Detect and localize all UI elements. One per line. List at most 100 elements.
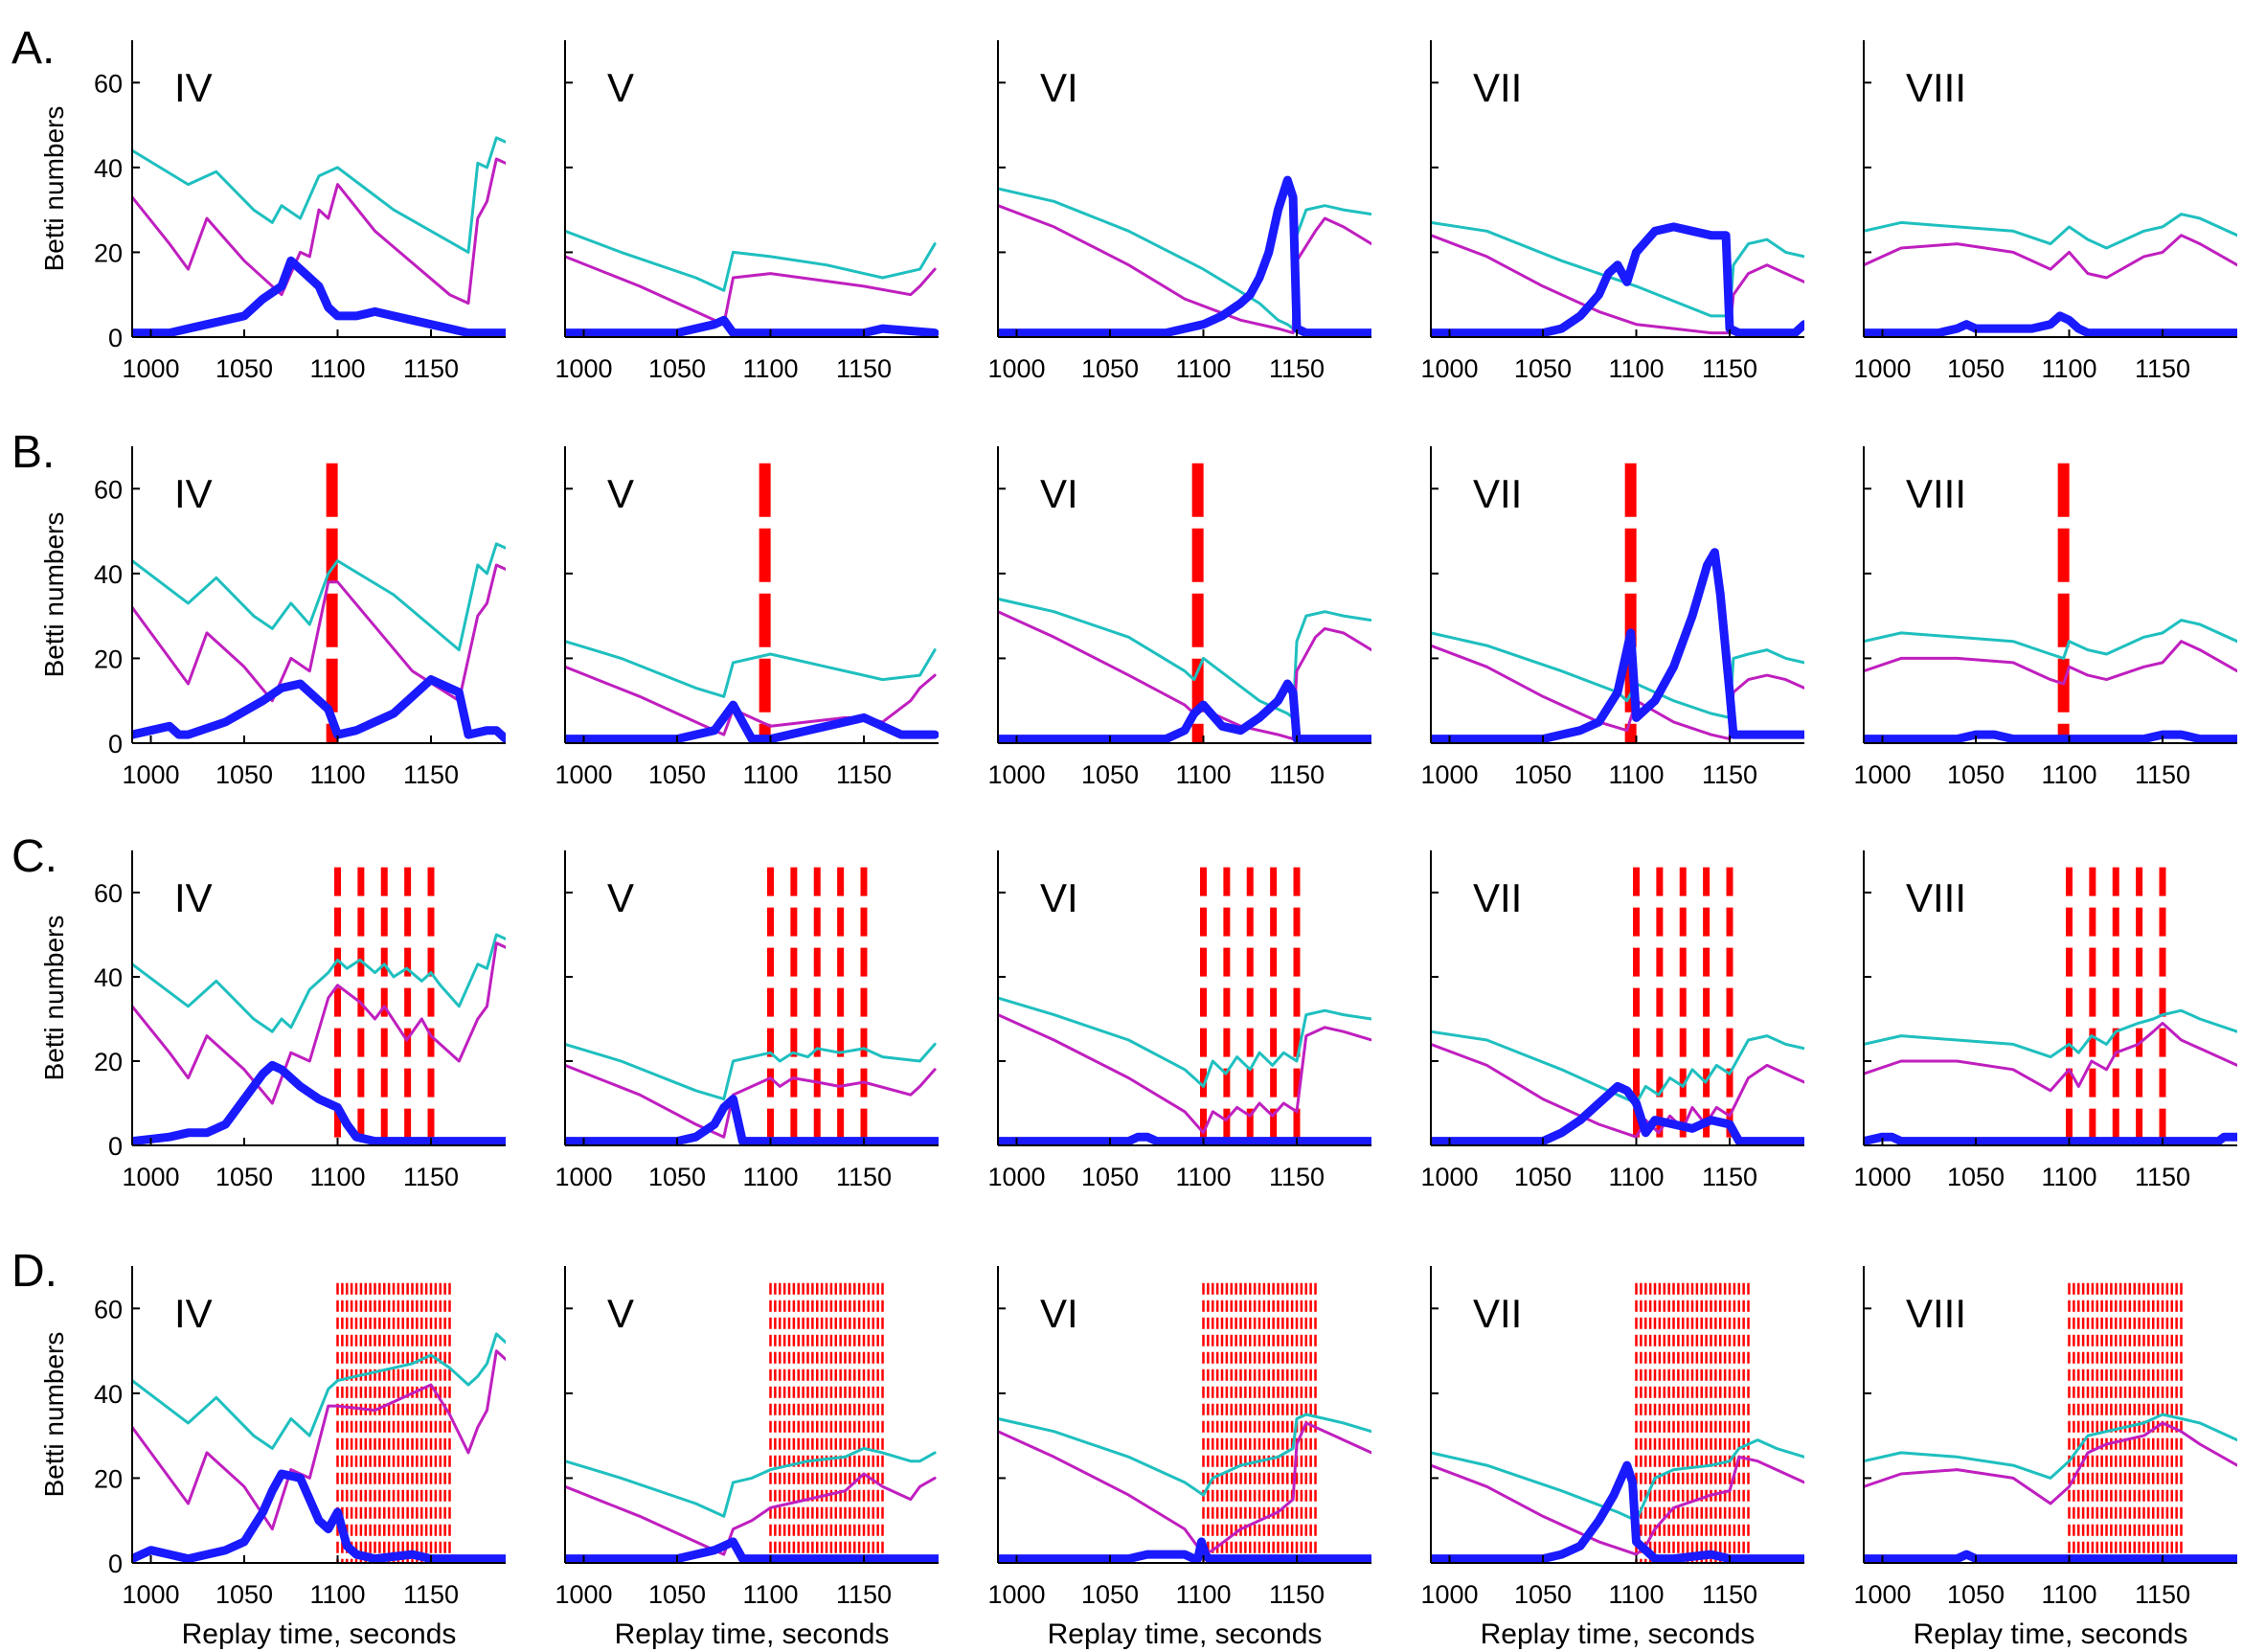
panel-label: V bbox=[607, 875, 634, 920]
series-blue-line bbox=[565, 1095, 939, 1146]
series-cyan-line bbox=[1431, 631, 1804, 719]
series-group bbox=[565, 1446, 939, 1564]
panel-d-iv: 1000 1050 1100 1150 0 20 40 60 IV Betti numbers Re… bbox=[39, 1266, 506, 1650]
row-label: D. bbox=[11, 1246, 57, 1297]
x-tick-label: 1000 bbox=[122, 1580, 179, 1609]
x-tick-label: 1050 bbox=[1514, 760, 1572, 789]
series-group bbox=[1431, 1030, 1804, 1146]
x-tick-label: 1050 bbox=[1514, 1580, 1572, 1609]
series-group bbox=[132, 933, 506, 1146]
x-tick-label: 1150 bbox=[2135, 1163, 2190, 1191]
series-cyan-line bbox=[1431, 1438, 1804, 1523]
y-tick-label: 0 bbox=[108, 324, 123, 352]
series-blue-line bbox=[1431, 548, 1804, 744]
series-magenta-line bbox=[132, 1349, 506, 1531]
y-tick-label: 60 bbox=[94, 69, 123, 98]
series-group bbox=[998, 996, 1371, 1146]
x-tick-label: 1150 bbox=[836, 760, 892, 789]
series-group bbox=[1864, 1008, 2237, 1146]
y-tick-label: 20 bbox=[94, 1464, 123, 1493]
x-tick-label: 1050 bbox=[215, 1163, 273, 1191]
series-blue-line bbox=[132, 256, 506, 338]
x-tick-label: 1100 bbox=[309, 1580, 365, 1609]
y-axis-title: Betti numbers bbox=[39, 1332, 69, 1498]
series-group bbox=[998, 597, 1371, 744]
x-tick-label: 1000 bbox=[555, 354, 612, 383]
series-magenta-line bbox=[1864, 234, 2237, 280]
x-tick-label: 1150 bbox=[1269, 354, 1325, 383]
x-tick-label: 1000 bbox=[1853, 1163, 1911, 1191]
x-tick-label: 1000 bbox=[122, 354, 179, 383]
series-magenta-line bbox=[132, 563, 506, 703]
x-tick-label: 1000 bbox=[1420, 760, 1478, 789]
series-blue-line bbox=[998, 175, 1371, 338]
x-tick-label: 1050 bbox=[1081, 760, 1139, 789]
x-axis-title: Replay time, seconds bbox=[1481, 1618, 1756, 1650]
series-magenta-line bbox=[565, 665, 937, 736]
x-tick-label: 1100 bbox=[1175, 760, 1231, 789]
series-blue-line bbox=[565, 700, 939, 744]
x-tick-label: 1100 bbox=[309, 760, 365, 789]
row-c: C. 1000 1050 1100 1150 0 20 40 60 IV Betti numbers… bbox=[11, 831, 2237, 1191]
x-axis-title: Replay time, seconds bbox=[615, 1618, 890, 1650]
x-tick-label: 1050 bbox=[648, 354, 706, 383]
x-tick-label: 1050 bbox=[215, 354, 273, 383]
x-axis-title: Replay time, seconds bbox=[182, 1618, 457, 1650]
y-tick-label: 60 bbox=[94, 1295, 123, 1324]
y-tick-label: 20 bbox=[94, 238, 123, 267]
x-tick-label: 1100 bbox=[742, 354, 798, 383]
x-tick-label: 1100 bbox=[2041, 760, 2096, 789]
panel-label: VI bbox=[1040, 875, 1078, 920]
panel-d-vii: 1000 1050 1100 1150 VII Replay time, seconds bbox=[1420, 1266, 1804, 1650]
series-group bbox=[998, 1413, 1371, 1564]
x-tick-label: 1000 bbox=[555, 760, 612, 789]
panel-label: IV bbox=[174, 65, 213, 110]
x-tick-label: 1050 bbox=[1947, 760, 2005, 789]
panel-label: VI bbox=[1040, 471, 1078, 516]
x-tick-label: 1150 bbox=[403, 1163, 459, 1191]
row-d: D. 1000 1050 1100 1150 0 20 40 60 IV Betti numbers… bbox=[11, 1246, 2237, 1650]
x-tick-label: 1100 bbox=[1175, 1580, 1231, 1609]
x-tick-label: 1150 bbox=[403, 760, 459, 789]
series-group bbox=[1431, 1438, 1804, 1564]
x-tick-label: 1000 bbox=[1853, 760, 1911, 789]
series-magenta-line bbox=[565, 1472, 937, 1556]
series-magenta-line bbox=[998, 610, 1371, 741]
x-tick-label: 1150 bbox=[2135, 760, 2190, 789]
series-cyan-line bbox=[132, 933, 506, 1033]
panel-d-vi: 1000 1050 1100 1150 VI Replay time, seconds bbox=[987, 1266, 1371, 1650]
series-blue-line bbox=[132, 675, 506, 744]
y-tick-label: 0 bbox=[108, 1550, 123, 1578]
x-tick-label: 1050 bbox=[1947, 1163, 2005, 1191]
series-group bbox=[132, 542, 506, 744]
series-blue-line bbox=[565, 1537, 939, 1564]
x-tick-label: 1100 bbox=[309, 1163, 365, 1191]
x-tick-label: 1050 bbox=[1947, 1580, 2005, 1609]
series-cyan-line bbox=[1864, 213, 2237, 250]
panel-label: VIII bbox=[1906, 471, 1966, 516]
panel-c-iv: 1000 1050 1100 1150 0 20 40 60 IV Betti numbers bbox=[39, 850, 506, 1191]
y-tick-label: 20 bbox=[94, 1048, 123, 1076]
y-tick-label: 20 bbox=[94, 645, 123, 673]
series-magenta-line bbox=[565, 255, 937, 327]
series-group bbox=[132, 1332, 506, 1564]
series-blue-line bbox=[1864, 311, 2237, 338]
series-magenta-line bbox=[998, 1013, 1371, 1135]
series-cyan-line bbox=[998, 187, 1371, 330]
panel-b-iv: 1000 1050 1100 1150 0 20 40 60 IV Betti numbers bbox=[39, 446, 506, 789]
row-b: B. 1000 1050 1100 1150 0 20 40 60 IV Betti numbers… bbox=[11, 427, 2237, 789]
panel-label: VII bbox=[1473, 1291, 1522, 1336]
series-group bbox=[565, 1042, 939, 1146]
x-tick-label: 1050 bbox=[215, 1580, 273, 1609]
x-tick-label: 1150 bbox=[1702, 1163, 1757, 1191]
series-blue-line bbox=[1864, 1132, 2237, 1146]
panel-c-vi: 1000 1050 1100 1150 VI bbox=[987, 850, 1371, 1191]
y-tick-label: 40 bbox=[94, 154, 123, 183]
series-blue-line bbox=[565, 315, 939, 338]
y-axis-title: Betti numbers bbox=[39, 916, 69, 1081]
x-tick-label: 1000 bbox=[1420, 354, 1478, 383]
panel-label: VIII bbox=[1906, 1291, 1966, 1336]
x-tick-label: 1000 bbox=[555, 1580, 612, 1609]
x-tick-label: 1050 bbox=[1081, 354, 1139, 383]
x-tick-label: 1100 bbox=[1608, 1580, 1664, 1609]
